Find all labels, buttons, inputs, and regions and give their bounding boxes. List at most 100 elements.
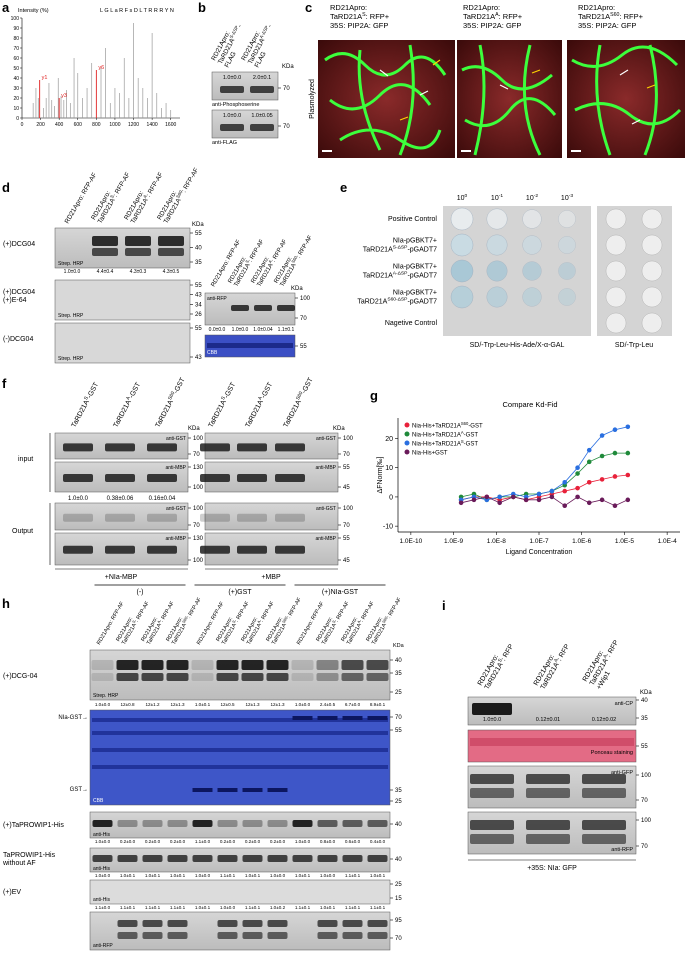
band (470, 820, 514, 830)
band (366, 673, 389, 681)
legend-label: Nia-His+TaRD21AA-GST (412, 430, 478, 438)
legend-label: Nia-His+GST (412, 451, 448, 457)
label: TaRD21AS-ΔSP-pGADT7 (363, 245, 437, 254)
band (470, 788, 514, 798)
band (267, 920, 288, 927)
data-point (612, 450, 618, 456)
label: (+)DCG04 (3, 289, 35, 296)
text-run: - (266, 24, 273, 29)
label: (+)E-64 (3, 297, 27, 304)
band (341, 660, 364, 670)
label: RD21Apro: (463, 3, 500, 12)
quantification: 1.1±0.1 (170, 905, 186, 910)
marker-label: 100 (641, 818, 652, 824)
band (216, 673, 239, 681)
legend-marker (404, 449, 410, 455)
text-run: TaRD21A (357, 299, 387, 306)
stain-label: CBB (207, 350, 218, 356)
colony (486, 208, 508, 230)
band (242, 920, 263, 927)
x-tick-label: 1000 (109, 122, 120, 128)
marker-label: 43 (195, 293, 202, 299)
y-tick-label: 10 (385, 465, 393, 472)
y-tick-label: 20 (13, 96, 19, 102)
band (63, 513, 93, 522)
marker-label: 100 (300, 296, 311, 302)
band (105, 513, 135, 522)
label: 10-2 (526, 193, 538, 202)
text-run: TaRD21A (71, 399, 91, 429)
superscript: A (602, 653, 609, 659)
superscript: S (83, 395, 90, 401)
quantification: 1.0±0.0 (320, 873, 336, 878)
colony (558, 236, 576, 254)
marker-label: 55 (195, 283, 202, 289)
band (277, 305, 295, 311)
quantification: 1.0±0.1 (320, 905, 336, 910)
band (220, 86, 244, 93)
superscript: A (357, 619, 362, 624)
band (250, 86, 274, 93)
band (63, 443, 93, 452)
band (92, 765, 388, 769)
marker-label: 70 (395, 936, 402, 942)
ion-label: y6 (98, 65, 104, 71)
data-point (575, 494, 580, 500)
condition-label: +35S: NIa: GFP (527, 865, 577, 872)
label: RD21Apro: (330, 3, 367, 12)
quantification: 1.0±0.1 (245, 873, 261, 878)
band (116, 660, 139, 670)
quantification: 1.1±0.0 (195, 839, 211, 844)
band (217, 820, 238, 827)
label: 35S: PIP2A: GFP (330, 21, 388, 30)
band (167, 920, 188, 927)
antibody-label: anti-His (93, 832, 110, 838)
panel-letter: a (2, 0, 10, 15)
band (125, 236, 151, 246)
detection-label: Strep. HRP (93, 693, 119, 699)
band (316, 660, 339, 670)
colony (641, 286, 663, 308)
quantification: 12±0.5 (220, 702, 234, 707)
superscript: A-ΔSP (259, 25, 270, 39)
marker-label: 70 (343, 452, 350, 458)
superscript: S (461, 439, 464, 444)
band (200, 545, 230, 554)
band (217, 932, 238, 939)
superscript: S-ΔSP (393, 245, 408, 251)
panel-letter: g (370, 388, 378, 403)
superscript: A (125, 395, 132, 401)
band (242, 855, 263, 862)
superscript: S (244, 259, 250, 264)
data-point (599, 433, 605, 438)
label: RD21Apro: (578, 3, 615, 12)
quantification: 0.2±0.0 (120, 839, 136, 844)
text-run: TaRD21A (245, 399, 265, 429)
group-label: (+)GST (228, 589, 252, 596)
band (275, 443, 305, 452)
colony (486, 286, 508, 308)
band (526, 774, 570, 784)
y-tick-label: 50 (13, 66, 19, 72)
quantification: 1.0±0.04 (253, 327, 273, 333)
antibody-label: anti-MBP (165, 536, 186, 542)
x-tick-label: 1.0E-10 (399, 538, 422, 545)
marker-label: 55 (343, 465, 350, 471)
band (342, 716, 363, 720)
blot-label: anti-CP (615, 701, 634, 707)
colony (605, 234, 627, 256)
text-run: : RFP-AF (134, 600, 151, 623)
superscript: S60 (290, 255, 298, 265)
label: TaRD21AS-GST (206, 380, 238, 429)
data-point (497, 500, 502, 506)
arrow (399, 59, 656, 121)
text-run: -GST (468, 424, 483, 430)
band (167, 820, 188, 827)
band (367, 920, 388, 927)
band (316, 673, 339, 681)
scale-bar (461, 150, 471, 152)
band (192, 788, 213, 792)
antibody-label: anti-GST (166, 436, 186, 442)
quantification: 1.0±0.2 (270, 905, 286, 910)
